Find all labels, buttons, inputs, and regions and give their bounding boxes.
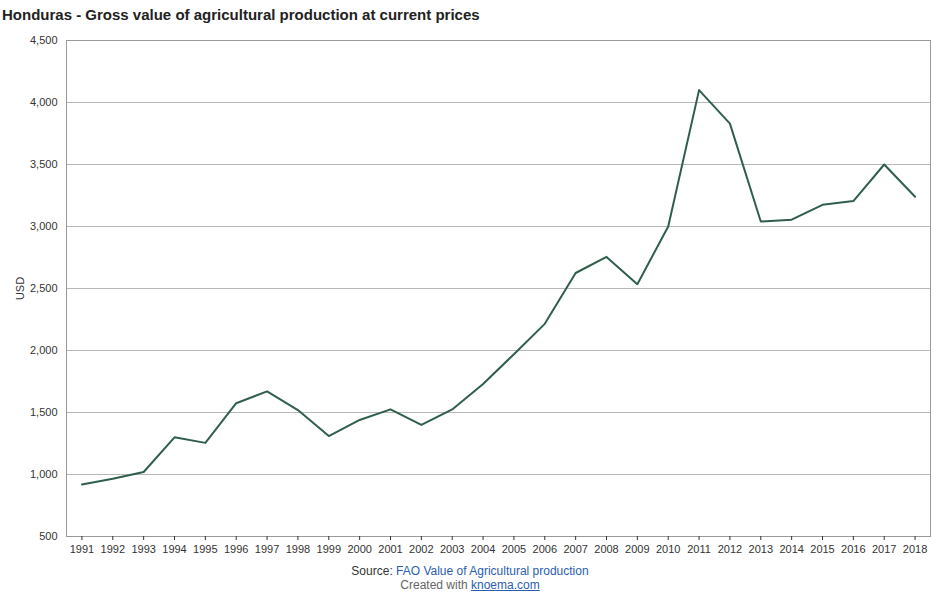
svg-text:1994: 1994	[162, 543, 186, 555]
svg-text:500: 500	[39, 530, 57, 542]
html-text:Created with knoema.com: Created with knoema.com	[400, 578, 540, 592]
svg-text:2003: 2003	[440, 543, 464, 555]
svg-text:2002: 2002	[409, 543, 433, 555]
svg-text:1997: 1997	[255, 543, 279, 555]
svg-text:4,500: 4,500	[30, 34, 58, 46]
svg-text:1995: 1995	[193, 543, 217, 555]
svg-text:2006: 2006	[533, 543, 557, 555]
svg-text:2013: 2013	[749, 543, 773, 555]
svg-text:USD: USD	[14, 277, 26, 300]
svg-text:2007: 2007	[563, 543, 587, 555]
svg-text:2017: 2017	[872, 543, 896, 555]
svg-text:2015: 2015	[810, 543, 834, 555]
svg-text:1,000: 1,000	[30, 468, 58, 480]
svg-text:2,500: 2,500	[30, 282, 58, 294]
svg-text:1996: 1996	[224, 543, 248, 555]
svg-text:2016: 2016	[841, 543, 865, 555]
html-text:Honduras - Gross value of agri: Honduras - Gross value of agricultural p…	[2, 6, 480, 23]
svg-text:2001: 2001	[378, 543, 402, 555]
svg-text:1,500: 1,500	[30, 406, 58, 418]
svg-text:2005: 2005	[502, 543, 526, 555]
svg-text:2018: 2018	[903, 543, 927, 555]
svg-text:1992: 1992	[101, 543, 125, 555]
svg-text:1991: 1991	[70, 543, 94, 555]
svg-text:2010: 2010	[656, 543, 680, 555]
svg-text:1993: 1993	[131, 543, 155, 555]
html-text:Source: FAO Value of Agricultu: Source: FAO Value of Agricultural produc…	[351, 564, 589, 578]
svg-text:2009: 2009	[625, 543, 649, 555]
svg-text:2004: 2004	[471, 543, 495, 555]
svg-text:1999: 1999	[317, 543, 341, 555]
svg-text:2008: 2008	[594, 543, 618, 555]
svg-text:2014: 2014	[779, 543, 803, 555]
svg-text:3,500: 3,500	[30, 158, 58, 170]
svg-text:4,000: 4,000	[30, 96, 58, 108]
svg-text:2011: 2011	[687, 543, 711, 555]
svg-text:3,000: 3,000	[30, 220, 58, 232]
svg-text:2000: 2000	[347, 543, 371, 555]
svg-text:2,000: 2,000	[30, 344, 58, 356]
svg-text:1998: 1998	[286, 543, 310, 555]
svg-text:2012: 2012	[718, 543, 742, 555]
